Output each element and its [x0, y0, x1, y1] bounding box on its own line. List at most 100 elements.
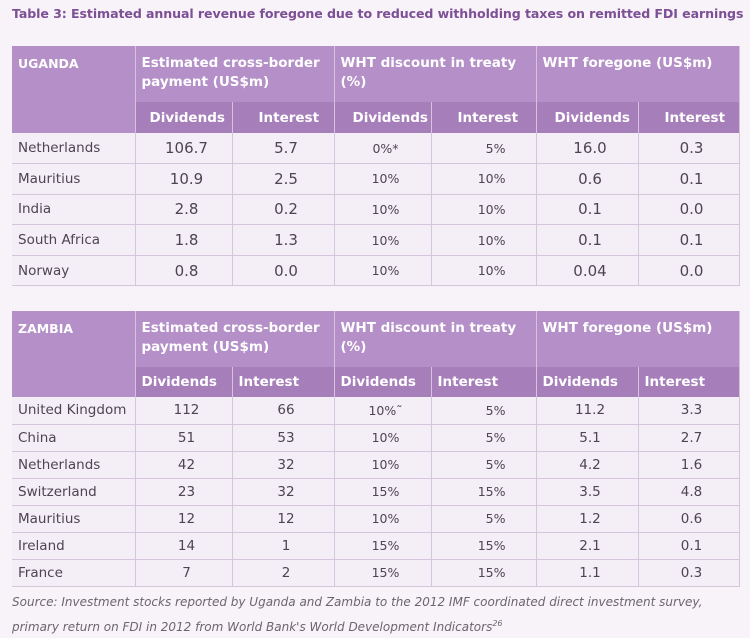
- wht-dividends-cell: 10%: [334, 451, 432, 479]
- wht-dividends-cell: 10%: [334, 255, 432, 287]
- table-caption: Table 3: Estimated annual revenue forego…: [12, 6, 744, 21]
- table-row: South Africa 1.8 1.3 10% 10% 0.1 0.1: [12, 224, 740, 256]
- payment-dividends-cell: 12: [135, 505, 233, 533]
- payment-interest-cell: 0.2: [232, 194, 335, 226]
- dividends-subheader: Dividends: [135, 102, 233, 133]
- foregone-interest-cell: 0.6: [638, 505, 740, 533]
- payment-interest-cell: 53: [232, 424, 335, 452]
- table-row: China 51 53 10% 5% 5.1 2.7: [12, 424, 740, 452]
- cross-border-header: Estimated cross-border payment (US$m): [135, 311, 335, 367]
- payment-dividends-cell: 1.8: [135, 224, 233, 256]
- wht-dividends-cell: 10%: [334, 224, 432, 256]
- interest-subheader: Interest: [431, 367, 537, 397]
- payment-dividends-cell: 0.8: [135, 255, 233, 287]
- wht-interest-cell: 5%: [431, 505, 537, 533]
- table-row: Mauritius 10.9 2.5 10% 10% 0.6 0.1: [12, 163, 740, 195]
- table-row: Norway 0.8 0.0 10% 10% 0.04 0.0: [12, 255, 740, 287]
- foregone-interest-cell: 0.1: [638, 224, 740, 256]
- table-row: United Kingdom 112 66 10%˜ 5% 11.2 3.3: [12, 397, 740, 425]
- wht-dividends-cell: 10%: [334, 163, 432, 195]
- wht-interest-cell: 5%: [431, 397, 537, 425]
- wht-interest-cell: 15%: [431, 478, 537, 506]
- country-cell: United Kingdom: [12, 397, 136, 425]
- foregone-dividends-cell: 0.1: [536, 224, 639, 256]
- table-row: Netherlands 42 32 10% 5% 4.2 1.6: [12, 451, 740, 479]
- cross-border-header: Estimated cross-border payment (US$m): [135, 46, 335, 102]
- foregone-interest-cell: 1.6: [638, 451, 740, 479]
- wht-dividends-cell: 10%: [334, 424, 432, 452]
- wht-foregone-header: WHT foregone (US$m): [536, 46, 740, 102]
- wht-dividends-cell: 10%: [334, 194, 432, 226]
- wht-interest-cell: 10%: [431, 255, 537, 287]
- payment-interest-cell: 2.5: [232, 163, 335, 195]
- source-note: Source: Investment stocks reported by Ug…: [12, 592, 740, 638]
- payment-interest-cell: 5.7: [232, 133, 335, 165]
- wht-dividends-cell: 15%: [334, 478, 432, 506]
- wht-discount-header: WHT discount in treaty (%): [334, 46, 537, 102]
- payment-interest-cell: 66: [232, 397, 335, 425]
- wht-dividends-cell: 10%˜: [334, 397, 432, 425]
- table-row: Switzerland 23 32 15% 15% 3.5 4.8: [12, 478, 740, 506]
- wht-dividends-cell: 10%: [334, 505, 432, 533]
- payment-dividends-cell: 2.8: [135, 194, 233, 226]
- payment-interest-cell: 12: [232, 505, 335, 533]
- foregone-dividends-cell: 1.1: [536, 559, 639, 587]
- foregone-interest-cell: 4.8: [638, 478, 740, 506]
- foregone-interest-cell: 0.3: [638, 559, 740, 587]
- foregone-dividends-cell: 0.1: [536, 194, 639, 226]
- table-row: France 7 2 15% 15% 1.1 0.3: [12, 559, 740, 587]
- dividends-subheader: Dividends: [334, 367, 432, 397]
- interest-subheader: Interest: [232, 102, 335, 133]
- dividends-subheader: Dividends: [334, 102, 432, 133]
- country-cell: India: [12, 194, 136, 226]
- wht-interest-cell: 10%: [431, 194, 537, 226]
- payment-dividends-cell: 7: [135, 559, 233, 587]
- payment-dividends-cell: 106.7: [135, 133, 233, 165]
- payment-dividends-cell: 112: [135, 397, 233, 425]
- country-cell: South Africa: [12, 224, 136, 256]
- foregone-interest-cell: 0.1: [638, 163, 740, 195]
- wht-dividends-cell: 15%: [334, 532, 432, 560]
- wht-interest-cell: 5%: [431, 424, 537, 452]
- foregone-interest-cell: 2.7: [638, 424, 740, 452]
- foregone-interest-cell: 3.3: [638, 397, 740, 425]
- zambia-table: ZAMBIA Estimated cross-border payment (U…: [12, 311, 740, 587]
- foregone-dividends-cell: 11.2: [536, 397, 639, 425]
- foregone-dividends-cell: 16.0: [536, 133, 639, 165]
- foregone-dividends-cell: 0.04: [536, 255, 639, 287]
- country-cell: Netherlands: [12, 451, 136, 479]
- interest-subheader: Interest: [431, 102, 537, 133]
- country-cell: Netherlands: [12, 133, 136, 165]
- interest-subheader: Interest: [638, 367, 740, 397]
- country-cell: Mauritius: [12, 505, 136, 533]
- country-cell: Ireland: [12, 532, 136, 560]
- foregone-interest-cell: 0.0: [638, 194, 740, 226]
- wht-interest-cell: 15%: [431, 559, 537, 587]
- payment-dividends-cell: 23: [135, 478, 233, 506]
- source-text: Source: Investment stocks reported by Ug…: [12, 595, 703, 634]
- payment-interest-cell: 0.0: [232, 255, 335, 287]
- payment-interest-cell: 32: [232, 478, 335, 506]
- payment-dividends-cell: 10.9: [135, 163, 233, 195]
- payment-dividends-cell: 42: [135, 451, 233, 479]
- wht-discount-header: WHT discount in treaty (%): [334, 311, 537, 367]
- country-cell: Switzerland: [12, 478, 136, 506]
- country-cell: China: [12, 424, 136, 452]
- table-row: India 2.8 0.2 10% 10% 0.1 0.0: [12, 194, 740, 226]
- payment-dividends-cell: 51: [135, 424, 233, 452]
- foregone-dividends-cell: 3.5: [536, 478, 639, 506]
- wht-interest-cell: 5%: [431, 133, 537, 165]
- table-row: Mauritius 12 12 10% 5% 1.2 0.6: [12, 505, 740, 533]
- dividends-subheader: Dividends: [536, 102, 639, 133]
- foregone-dividends-cell: 2.1: [536, 532, 639, 560]
- payment-interest-cell: 1: [232, 532, 335, 560]
- dividends-subheader: Dividends: [536, 367, 639, 397]
- wht-interest-cell: 10%: [431, 163, 537, 195]
- country-cell: France: [12, 559, 136, 587]
- table-row: Ireland 14 1 15% 15% 2.1 0.1: [12, 532, 740, 560]
- payment-interest-cell: 2: [232, 559, 335, 587]
- payment-dividends-cell: 14: [135, 532, 233, 560]
- country-header: ZAMBIA: [12, 311, 136, 367]
- foregone-dividends-cell: 1.2: [536, 505, 639, 533]
- blank-subheader: [12, 367, 136, 397]
